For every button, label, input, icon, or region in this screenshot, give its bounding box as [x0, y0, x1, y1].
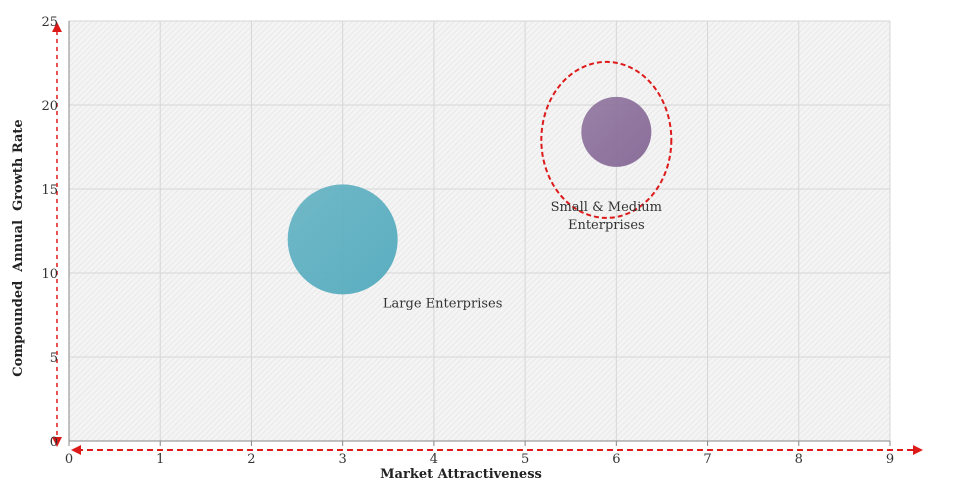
- x-axis-arrow-start: [71, 445, 81, 455]
- axes: [52, 21, 923, 455]
- y-axis-title: Compounded Annual Growth Rate: [11, 119, 26, 376]
- y-tick-label: 5: [50, 351, 58, 366]
- x-tick-label: 6: [612, 452, 620, 467]
- x-tick-label: 8: [795, 452, 803, 467]
- bubble-label: Enterprises: [568, 218, 645, 233]
- bubbles: Large Enterprises Small & Medium Enterpris…: [287, 60, 673, 311]
- y-tick-label: 25: [41, 15, 58, 30]
- bubble: [287, 184, 398, 295]
- y-tick-label: 10: [41, 267, 58, 282]
- highlight-ellipse: [540, 60, 673, 219]
- y-tick-labels: 0 5 10 15 20 25: [41, 15, 58, 450]
- bubble-label: Small & Medium: [551, 200, 662, 215]
- x-tick-label: 4: [430, 452, 438, 467]
- y-tick-label: 15: [41, 183, 58, 198]
- bubble: [581, 96, 652, 167]
- y-axis-arrow-start: [52, 437, 62, 447]
- y-tick-label: 20: [41, 99, 58, 114]
- x-tick-label: 0: [65, 452, 73, 467]
- x-tick-label: 1: [156, 452, 164, 467]
- bubble-label: Large Enterprises: [383, 296, 502, 311]
- x-tick-label: 2: [247, 452, 255, 467]
- x-tick-label: 3: [339, 452, 347, 467]
- x-tick-label: 5: [521, 452, 529, 467]
- x-axis-title: Market Attractiveness: [380, 467, 542, 482]
- y-tick-label: 0: [50, 435, 58, 450]
- plot-area: [69, 21, 890, 441]
- x-tick-label: 9: [886, 452, 894, 467]
- x-tick-label: 7: [703, 452, 711, 467]
- x-tick-labels: 0 1 2 3 4 5 6 7 8 9: [65, 452, 894, 467]
